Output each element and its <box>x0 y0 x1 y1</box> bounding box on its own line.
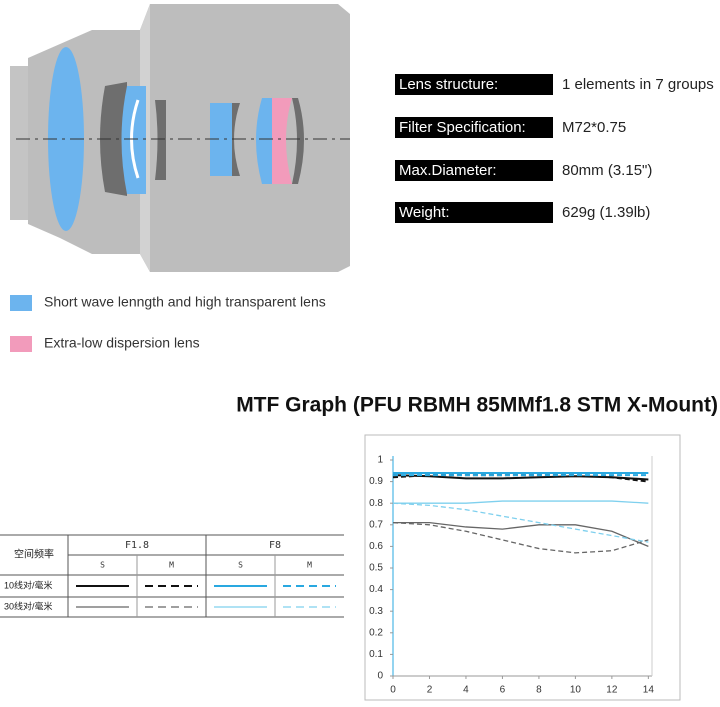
spec-label: Max.Diameter: <box>399 162 497 179</box>
lens-element <box>121 86 146 194</box>
legend-label: Short wave lenngth and high transparent … <box>44 294 326 310</box>
table-header: M <box>307 561 312 570</box>
spec-label-box <box>395 202 553 223</box>
table-row-label: 10线对/毫米 <box>4 579 53 590</box>
mtf-line <box>392 521 649 554</box>
table-header: F1.8 <box>125 540 149 551</box>
x-tick-label: 8 <box>536 685 542 696</box>
table-header: 空间频率 <box>14 548 54 561</box>
mtf-line <box>392 502 649 543</box>
y-tick-label: 0.9 <box>369 476 383 487</box>
lens-element <box>272 98 292 184</box>
lens-element <box>48 47 84 231</box>
spec-label: Lens structure: <box>399 76 498 93</box>
spec-label-box <box>395 160 553 181</box>
x-tick-label: 10 <box>570 685 582 696</box>
lens-diagram <box>10 4 350 272</box>
y-tick-label: 0.2 <box>369 627 383 638</box>
lens-element <box>155 100 166 180</box>
lens-element <box>210 103 232 176</box>
y-tick-label: 0.3 <box>369 606 383 617</box>
lens-element <box>256 98 272 184</box>
table-header: S <box>100 561 105 570</box>
spec-label: Filter Specification: <box>399 119 526 136</box>
spec-label-box <box>395 74 553 95</box>
y-tick-label: 1 <box>377 455 383 466</box>
lens-body <box>28 4 350 272</box>
x-tick-label: 2 <box>427 685 433 696</box>
spec-label: Weight: <box>399 204 450 221</box>
y-tick-label: 0.5 <box>369 563 383 574</box>
spec-value: 1 elements in 7 groups <box>562 76 714 93</box>
lens-element <box>292 98 304 184</box>
legend-swatch <box>10 295 32 311</box>
y-tick-label: 0.7 <box>369 519 383 530</box>
lens-element <box>232 103 240 176</box>
y-tick-label: 0.6 <box>369 541 383 552</box>
x-tick-label: 14 <box>643 685 655 696</box>
y-tick-label: 0.4 <box>369 584 383 595</box>
mtf-line <box>393 500 649 504</box>
x-tick-label: 0 <box>390 685 396 696</box>
specs: Lens structure: 1 elements in 7 groups F… <box>395 74 714 223</box>
table-row-label: 30线对/毫米 <box>4 600 53 611</box>
table-header: S <box>238 561 243 570</box>
lens-cap <box>10 66 32 220</box>
legend-swatch <box>10 336 32 352</box>
x-tick-label: 4 <box>463 685 469 696</box>
y-tick-label: 0.1 <box>369 649 383 660</box>
spec-value: 629g (1.39lb) <box>562 204 650 221</box>
mtf-line <box>393 521 649 548</box>
x-tick-label: 6 <box>500 685 506 696</box>
y-tick-label: 0 <box>377 671 383 682</box>
spec-value: M72*0.75 <box>562 119 626 136</box>
x-tick-label: 12 <box>606 685 618 696</box>
lens-legend: Short wave lenngth and high transparent … <box>44 294 326 351</box>
legend-label: Extra-low dispersion lens <box>44 335 200 351</box>
spec-label-box <box>395 117 553 138</box>
lens-element <box>100 82 127 196</box>
table-header: F8 <box>269 540 281 551</box>
spec-value: 80mm (3.15") <box>562 162 652 179</box>
y-tick-label: 0.8 <box>369 498 383 509</box>
chart-title: MTF Graph (PFU RBMH 85MMf1.8 STM X-Mount… <box>236 394 718 417</box>
table-header: M <box>169 561 174 570</box>
